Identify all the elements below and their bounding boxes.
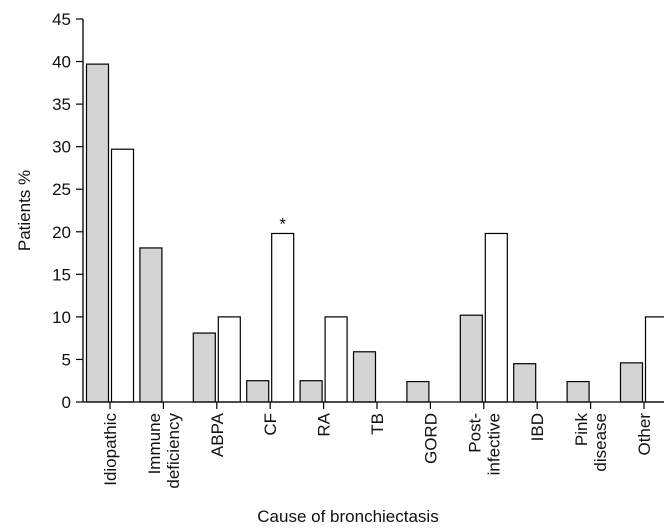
y-tick-label: 30 <box>52 138 71 157</box>
x-tick-label: RA <box>315 412 334 436</box>
x-tick-label: Other <box>635 413 654 456</box>
bars <box>85 63 664 403</box>
x-tick-label: Immune <box>145 413 164 474</box>
significance-asterisk: * <box>279 214 286 233</box>
y-axis-label: Patients % <box>15 170 34 251</box>
y-tick-label: 5 <box>62 350 71 369</box>
x-tick-label: deficiency <box>164 413 183 489</box>
x-axis-ticks: Idiopathic Immune deficiency ABPA CF RA TB GORD… <box>101 402 654 489</box>
y-tick-label: 25 <box>52 180 71 199</box>
bar <box>352 351 377 403</box>
x-tick-label: GORD <box>421 413 440 464</box>
y-tick-label: 35 <box>52 95 71 114</box>
x-tick-label: Pink <box>572 413 591 447</box>
y-axis-ticks: 0 5 10 15 20 25 30 35 40 45 <box>52 10 83 412</box>
x-tick-label: CF <box>261 413 280 436</box>
y-tick-label: 10 <box>52 308 71 327</box>
bar <box>619 362 644 403</box>
x-tick-label: TB <box>368 413 387 435</box>
bar <box>192 332 216 403</box>
bar <box>299 380 323 403</box>
bar <box>85 63 110 403</box>
bar <box>484 232 508 403</box>
x-tick-label: infective <box>484 413 503 475</box>
y-tick-label: 20 <box>52 223 71 242</box>
y-tick-label: 45 <box>52 10 71 29</box>
bar <box>406 380 430 403</box>
x-tick-label: ABPA <box>208 412 227 457</box>
annotations: * <box>279 214 286 233</box>
x-axis-label: Cause of bronchiectasis <box>257 507 438 526</box>
bar <box>139 247 163 403</box>
bar <box>513 363 537 403</box>
y-tick-label: 15 <box>52 265 71 284</box>
bar <box>246 380 270 403</box>
y-tick-label: 40 <box>52 53 71 72</box>
bar <box>271 232 295 403</box>
x-tick-label: Post- <box>465 413 484 453</box>
x-tick-label: disease <box>591 413 610 472</box>
bar <box>459 314 483 403</box>
y-tick-label: 0 <box>62 393 71 412</box>
bar <box>217 316 241 403</box>
x-tick-label: Idiopathic <box>101 413 120 486</box>
x-tick-label: IBD <box>528 413 547 441</box>
bar <box>324 316 348 403</box>
bar <box>110 148 135 403</box>
bar <box>566 380 590 403</box>
bar <box>644 316 664 403</box>
